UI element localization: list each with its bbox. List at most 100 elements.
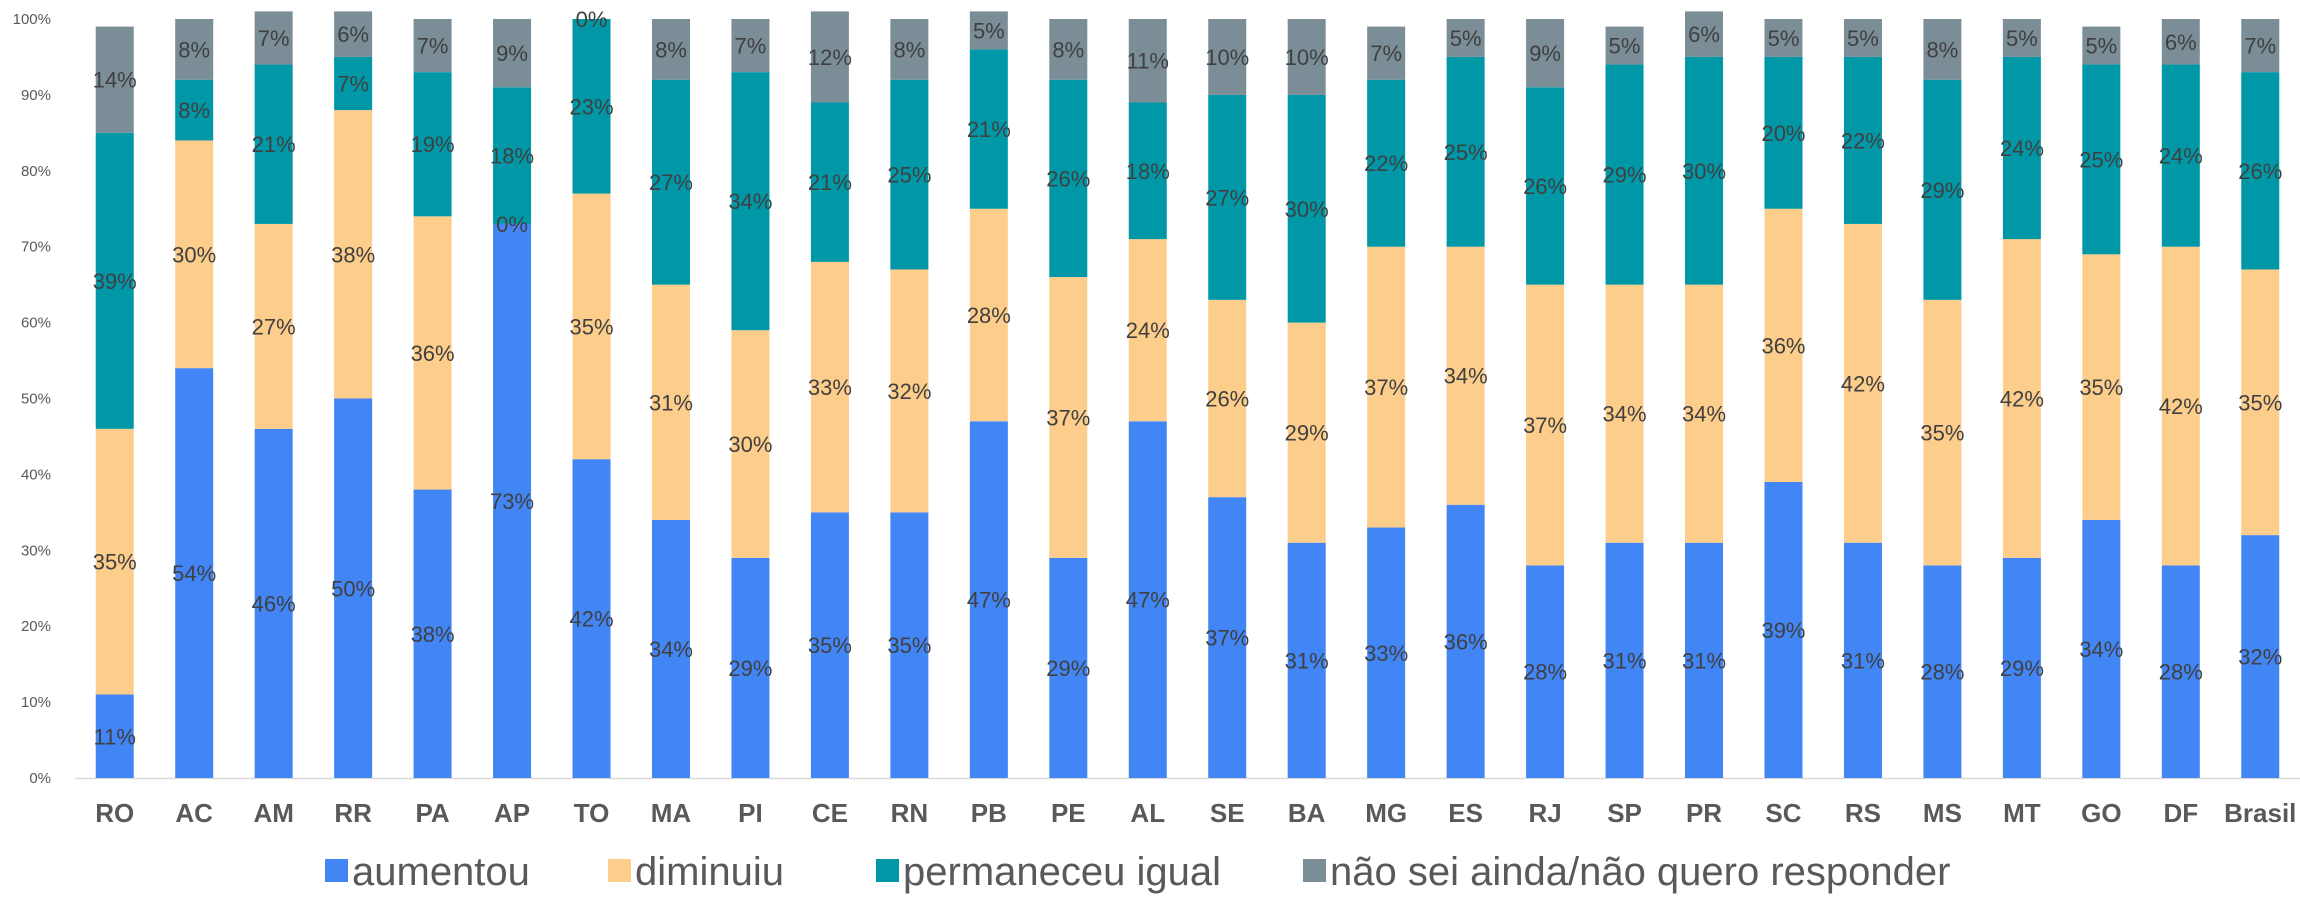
bar-segment (413, 72, 452, 217)
data-label: 31% (649, 390, 693, 415)
x-tick-label: CE (812, 798, 848, 828)
data-label: 20% (1761, 121, 1805, 146)
bar-segment (95, 132, 134, 429)
data-label: 25% (887, 163, 931, 188)
data-label: 47% (1126, 588, 1170, 613)
bar-segment (1685, 56, 1724, 285)
bar-segment (1287, 542, 1326, 778)
bar-segment (731, 72, 770, 331)
data-label: 5% (2085, 34, 2117, 59)
data-label: 0% (496, 212, 528, 237)
bar-segment (2161, 64, 2200, 247)
data-label: 37% (1523, 413, 1567, 438)
x-tick-label: MG (1365, 798, 1407, 828)
y-tick-label: 20% (21, 618, 51, 635)
y-tick-label: 30% (21, 542, 51, 559)
x-tick-label: PE (1051, 798, 1086, 828)
legend-swatch (1303, 859, 1326, 882)
data-label: 5% (1768, 26, 1800, 51)
legend-label: não sei ainda/não quero responder (1330, 850, 1950, 894)
bar-segment (1923, 19, 1962, 80)
legend-label: permaneceu igual (903, 850, 1221, 894)
bar-segment (731, 557, 770, 778)
legend-label: diminuiu (635, 850, 784, 894)
x-tick-label: RN (891, 798, 929, 828)
data-label: 37% (1364, 375, 1408, 400)
bar-segment (1605, 64, 1644, 285)
data-label: 28% (2159, 660, 2203, 685)
bar-segment (1526, 284, 1565, 566)
bar-segment (890, 79, 929, 270)
bar-segment (969, 11, 1008, 50)
data-label: 14% (93, 68, 137, 93)
data-label: 11% (1127, 49, 1169, 74)
bar-segment (1605, 284, 1644, 543)
y-tick-label: 70% (21, 239, 51, 256)
data-label: 29% (2000, 656, 2044, 681)
bar-segment (890, 512, 929, 778)
data-label: 29% (728, 656, 772, 681)
data-label: 27% (649, 170, 693, 195)
bar-segment (2241, 19, 2280, 73)
data-label: 46% (252, 591, 296, 616)
bar-segment (1526, 565, 1565, 778)
x-tick-label: MA (651, 798, 692, 828)
data-label: 7% (417, 34, 449, 59)
bar-segment (1843, 19, 1882, 57)
data-label: 31% (1841, 648, 1885, 673)
bar-segment (95, 26, 134, 133)
data-label: 37% (1205, 626, 1249, 651)
bar-segment (334, 11, 373, 57)
y-tick-label: 40% (21, 466, 51, 483)
data-label: 42% (569, 607, 613, 632)
bar-segment (1367, 26, 1406, 80)
data-label: 35% (1920, 421, 1964, 446)
data-label: 12% (808, 45, 852, 70)
bar-segment (493, 223, 532, 778)
data-label: 10% (1285, 45, 1329, 70)
data-label: 29% (1920, 178, 1964, 203)
bar-segment (95, 428, 134, 695)
data-label: 8% (178, 37, 210, 62)
bar-segment (651, 19, 690, 80)
bar-segment (651, 79, 690, 285)
bar-segment (1843, 542, 1882, 778)
data-label: 18% (490, 144, 534, 169)
data-label: 31% (1682, 648, 1726, 673)
bar-segment (254, 64, 293, 224)
bar-segment (254, 428, 293, 778)
bar-segment (2082, 254, 2121, 520)
x-axis: RO AC AM RR PA AP TO MA PI CE RN PB PE AL SE BA MG ES RJ SP… (95, 798, 2296, 828)
bar-segment (1526, 87, 1565, 285)
x-tick-label: BA (1288, 798, 1326, 828)
data-label: 11% (94, 724, 136, 749)
bar-segment (2241, 269, 2280, 536)
data-label: 50% (331, 576, 375, 601)
data-label: 7% (337, 72, 369, 97)
data-label: 8% (655, 37, 687, 62)
x-tick-label: AC (175, 798, 213, 828)
x-tick-label: RR (334, 798, 372, 828)
bar-segment (334, 398, 373, 778)
data-label: 35% (569, 314, 613, 339)
data-label: 24% (2159, 144, 2203, 169)
bar-segment (1287, 94, 1326, 323)
bar-segment (1526, 19, 1565, 88)
bar-segment (2161, 19, 2200, 65)
bar-segment (175, 140, 214, 369)
data-label: 29% (1046, 656, 1090, 681)
bar-segment (1128, 421, 1167, 778)
data-label: 10% (1205, 45, 1249, 70)
bar-segment (1923, 299, 1962, 566)
bar-segment (651, 284, 690, 520)
data-label: 27% (1205, 185, 1249, 210)
data-label: 21% (967, 117, 1011, 142)
data-label: 47% (967, 588, 1011, 613)
bar-segment (175, 368, 214, 778)
bar-segment (493, 87, 532, 224)
bar-segment (2241, 72, 2280, 270)
data-label: 7% (1370, 41, 1402, 66)
bar-segment (1605, 542, 1644, 778)
bar-segment (2082, 519, 2121, 778)
bar-segment (175, 79, 214, 141)
